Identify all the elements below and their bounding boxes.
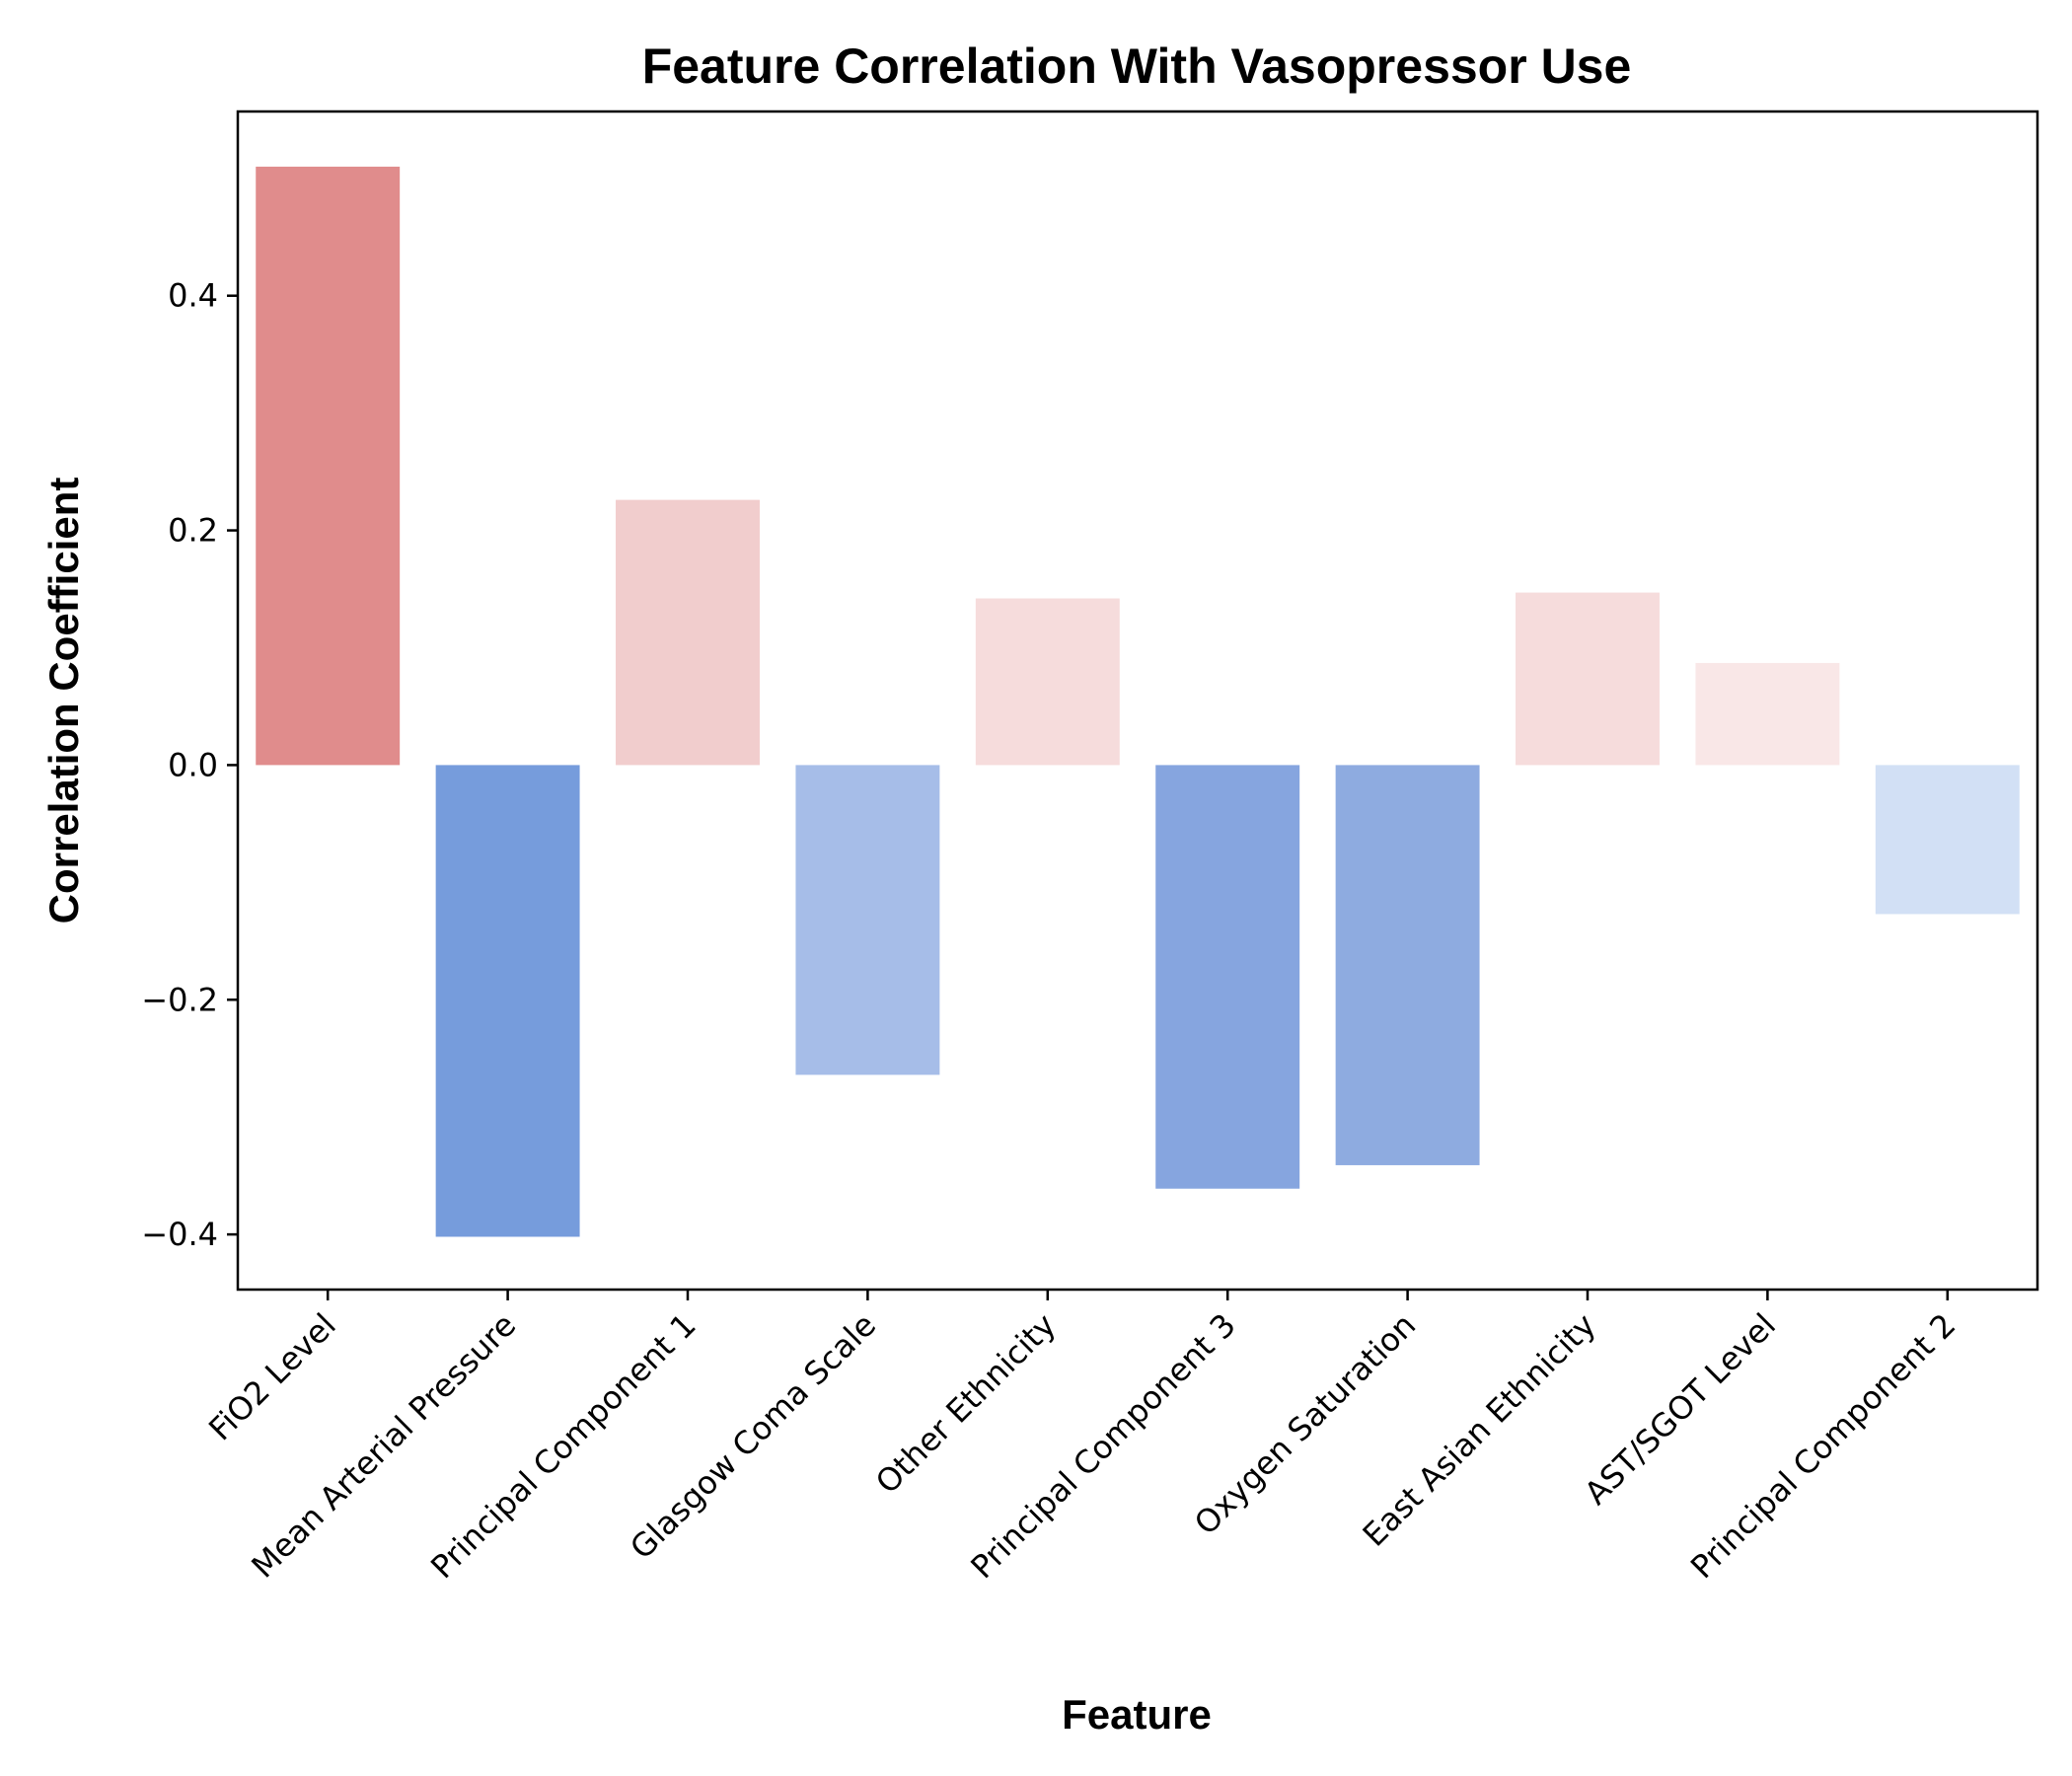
bar	[1695, 662, 1840, 766]
y-tick-label: 0.2	[168, 512, 218, 550]
bar	[1875, 765, 2020, 915]
chart-title: Feature Correlation With Vasopressor Use	[642, 38, 1632, 94]
y-tick-label: −0.2	[141, 981, 218, 1018]
x-tick-label: AST/SGOT Level	[1577, 1306, 1783, 1513]
y-tick-label: 0.0	[168, 746, 218, 783]
bar-series	[256, 166, 2020, 1237]
bar	[795, 765, 940, 1075]
x-tick-label: FiO2 Level	[201, 1306, 343, 1448]
y-tick-label: −0.4	[141, 1216, 218, 1253]
y-axis: −0.4 −0.2 0.0 0.2 0.4	[141, 277, 238, 1253]
bar	[975, 598, 1120, 766]
bar	[616, 499, 760, 766]
y-axis-label: Correlation Coefficient	[40, 478, 87, 925]
bar	[1155, 765, 1300, 1189]
x-axis-label: Feature	[1062, 1691, 1212, 1738]
bar	[256, 166, 401, 766]
bar	[1335, 765, 1480, 1165]
bar	[435, 765, 580, 1237]
bar	[1516, 592, 1660, 766]
x-tick-label: Other Ethnicity	[868, 1306, 1063, 1501]
plot-frame	[236, 110, 2039, 1292]
y-tick-label: 0.4	[168, 277, 218, 315]
